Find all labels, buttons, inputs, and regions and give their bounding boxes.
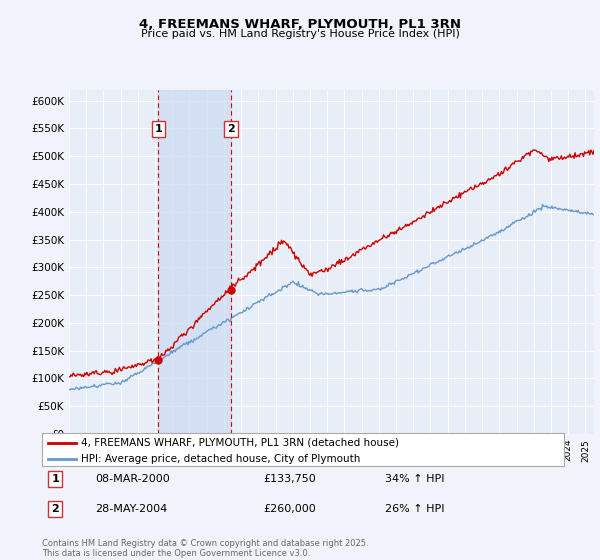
Text: £260,000: £260,000 [264,504,317,514]
Text: 08-MAR-2000: 08-MAR-2000 [95,474,170,484]
Text: 1: 1 [52,474,59,484]
Bar [158,90,231,434]
Text: 28-MAY-2004: 28-MAY-2004 [95,504,167,514]
Text: Price paid vs. HM Land Registry's House Price Index (HPI): Price paid vs. HM Land Registry's House … [140,29,460,39]
Text: 26% ↑ HPI: 26% ↑ HPI [385,504,445,514]
Text: 2: 2 [227,124,235,134]
Text: 4, FREEMANS WHARF, PLYMOUTH, PL1 3RN (detached house): 4, FREEMANS WHARF, PLYMOUTH, PL1 3RN (de… [81,437,399,447]
Text: HPI: Average price, detached house, City of Plymouth: HPI: Average price, detached house, City… [81,454,361,464]
Text: Contains HM Land Registry data © Crown copyright and database right 2025.
This d: Contains HM Land Registry data © Crown c… [42,539,368,558]
Text: 4, FREEMANS WHARF, PLYMOUTH, PL1 3RN: 4, FREEMANS WHARF, PLYMOUTH, PL1 3RN [139,18,461,31]
Text: 34% ↑ HPI: 34% ↑ HPI [385,474,445,484]
Text: £133,750: £133,750 [264,474,317,484]
Text: 2: 2 [52,504,59,514]
Text: 1: 1 [154,124,162,134]
